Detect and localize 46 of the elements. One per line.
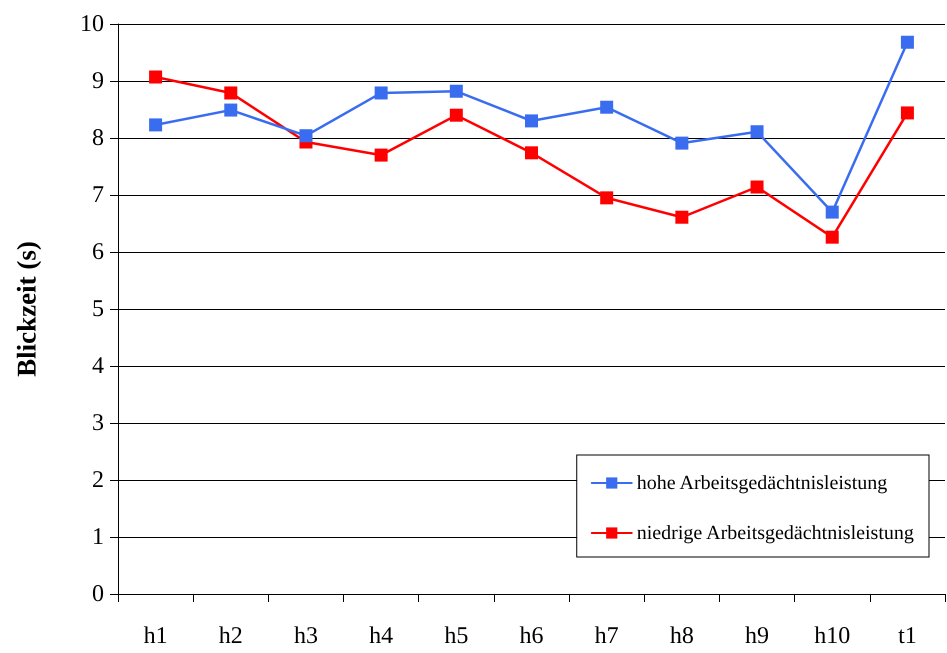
point bbox=[299, 129, 312, 142]
point bbox=[826, 206, 839, 219]
legend-label: niedrige Arbeitsgedächtnisleistung bbox=[636, 522, 914, 544]
point bbox=[149, 118, 162, 132]
x-tick-label: h4 bbox=[369, 623, 394, 649]
y-tick-label: 6 bbox=[92, 239, 104, 265]
point bbox=[149, 70, 162, 84]
point bbox=[525, 146, 538, 160]
y-tick-label: 9 bbox=[92, 68, 104, 94]
point bbox=[224, 104, 238, 117]
x-tick-label: h8 bbox=[670, 623, 694, 649]
point bbox=[826, 230, 839, 244]
y-tick-label: 2 bbox=[92, 467, 104, 493]
x-tick-label: h7 bbox=[594, 623, 619, 649]
point bbox=[450, 108, 463, 122]
y-tick-label: 7 bbox=[92, 182, 104, 208]
point bbox=[675, 210, 688, 224]
x-tick-label: h2 bbox=[218, 623, 243, 649]
y-tick-label: 0 bbox=[92, 581, 104, 607]
point bbox=[900, 106, 914, 120]
y-tick-label: 8 bbox=[92, 125, 104, 151]
legend-label: hohe Arbeitsgedächtnisleistung bbox=[636, 472, 888, 494]
point bbox=[750, 125, 764, 138]
x-tick-label: h5 bbox=[444, 623, 468, 649]
x-tick-label: t1 bbox=[898, 623, 917, 649]
point bbox=[450, 84, 463, 98]
x-tick-label: h1 bbox=[144, 623, 168, 649]
point bbox=[374, 86, 388, 100]
point bbox=[675, 136, 688, 150]
point bbox=[525, 114, 538, 128]
x-tick-label: h10 bbox=[814, 623, 850, 649]
point bbox=[374, 148, 388, 162]
x-tick-label: h3 bbox=[294, 623, 318, 649]
y-tick-label: 5 bbox=[92, 296, 104, 322]
y-tick-label: 3 bbox=[92, 410, 104, 436]
y-tick-label: 4 bbox=[92, 353, 104, 379]
x-tick-label: h6 bbox=[520, 623, 544, 649]
y-tick-label: 10 bbox=[80, 11, 104, 37]
y-axis-title: Blickzeit (s) bbox=[12, 241, 42, 377]
y-tick-label: 1 bbox=[92, 524, 104, 550]
point bbox=[750, 180, 764, 194]
point bbox=[600, 191, 614, 204]
point bbox=[600, 100, 614, 114]
point bbox=[900, 36, 914, 49]
point bbox=[224, 86, 238, 100]
x-tick-label: h9 bbox=[745, 623, 770, 649]
